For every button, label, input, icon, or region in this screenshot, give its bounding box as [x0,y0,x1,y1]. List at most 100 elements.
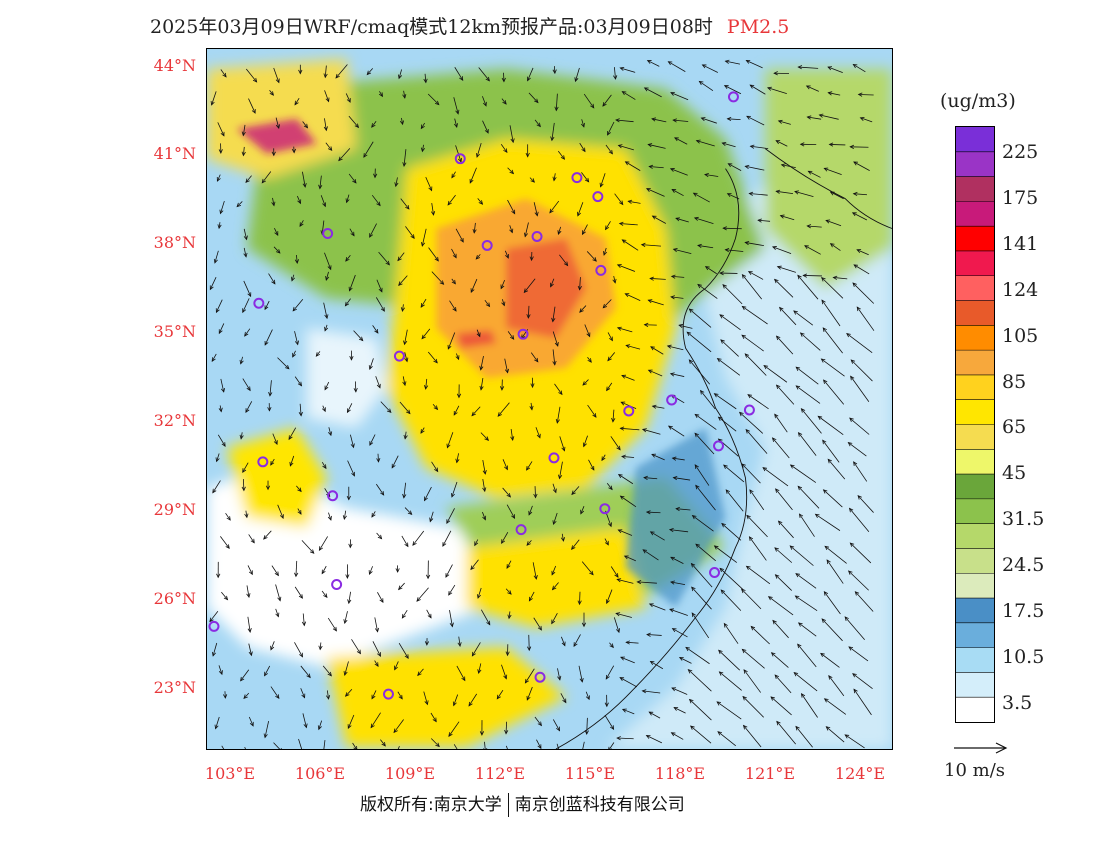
wind-vector-head [641,428,647,433]
wind-vector [750,626,770,645]
wind-vector-head [343,671,348,677]
wind-vector [849,417,870,435]
wind-vector-head [449,622,454,628]
wind-vector [369,358,374,370]
wind-vector-head [500,284,505,290]
wind-vector [507,167,514,174]
wind-vector [650,278,666,280]
wind-vector [273,246,281,254]
wind-vector-head [577,285,582,291]
wind-vector [742,274,762,300]
wind-vector-head [299,222,304,227]
wind-vector [424,73,427,83]
wind-vector [763,365,788,383]
wind-vector [404,352,408,362]
wind-vector [328,512,332,521]
wind-vector-head [775,488,780,493]
wind-vector [245,175,252,183]
wind-vector [622,708,635,715]
wind-vector-head [394,665,398,671]
wind-vector-head [452,701,457,707]
wind-vector [605,665,615,680]
wind-vector [621,401,637,409]
wind-vector [648,144,666,149]
wind-vector [402,304,404,312]
wind-vector-head [725,489,730,494]
wind-vector [475,254,481,260]
wind-vector [451,278,456,285]
wind-vector-head [621,454,626,459]
wind-vector-head [767,596,773,601]
wind-vector-head [298,594,303,599]
wind-vector-head [745,59,751,64]
wind-vector-head [704,266,710,271]
wind-vector [319,175,322,189]
wind-vector [849,508,870,532]
wind-vector [294,586,303,599]
wind-vector-head [649,276,654,281]
wind-vector [324,381,330,390]
wind-vector [322,405,326,412]
wind-vector-head [823,167,829,172]
wind-vector-head [378,287,383,293]
wind-vector-head [302,748,304,749]
wind-vector [673,477,691,481]
wind-vector [525,668,535,684]
wind-vector-head [586,332,591,338]
wind-vector [798,66,819,69]
wind-vector [243,692,250,699]
wind-vector-head [694,464,699,469]
wind-vector-head [399,120,405,126]
wind-vector-head [452,307,457,312]
wind-vector [609,742,615,749]
wind-vector [705,266,717,275]
wind-vector [399,401,411,414]
wind-vector-head [549,208,554,214]
monitoring-stations [208,91,755,700]
wind-vector-head [721,522,726,528]
wind-vector [651,453,665,461]
wind-vector [741,588,762,610]
wind-vector-head [349,356,354,361]
wind-vector [431,461,439,472]
wind-vector-head [749,489,754,494]
wind-vector-head [828,142,834,147]
wind-vector-head [853,461,858,466]
wind-vector [625,161,641,171]
wind-vector [242,146,245,156]
wind-vector-head [285,364,290,370]
wind-vector-head [620,401,626,406]
wind-vector-head [393,728,398,734]
wind-vector-head [479,731,485,736]
wind-vector-head [484,436,490,441]
wind-vector [508,611,511,619]
legend-swatch [956,374,994,401]
wind-vector-head [482,101,487,107]
wind-vector-head [478,200,484,205]
wind-vector-head [789,545,795,550]
wind-vector [797,275,819,300]
wind-vector-head [439,280,445,285]
wind-vector-head [716,357,722,363]
wind-vector [533,617,542,631]
wind-vector-head [646,60,652,64]
wind-vector [714,393,737,410]
wind-vector-head [604,540,609,546]
wind-vector-head [571,545,576,551]
station-marker [623,405,635,417]
wind-vector-head [643,322,649,327]
wind-vector-head [294,259,300,264]
wind-vector-head [669,608,674,613]
wind-vector-head [584,177,590,183]
wind-vector-head [806,224,812,229]
wind-vector-head [315,352,321,357]
wind-vector [613,617,620,633]
wind-vector [376,279,383,292]
wind-vector [393,719,404,733]
wind-vector [240,669,250,682]
wind-vector-head [691,515,697,520]
wind-vector [801,408,822,434]
wind-vector-head [738,411,744,417]
wind-vector [800,332,821,351]
wind-vector-head [327,146,333,152]
